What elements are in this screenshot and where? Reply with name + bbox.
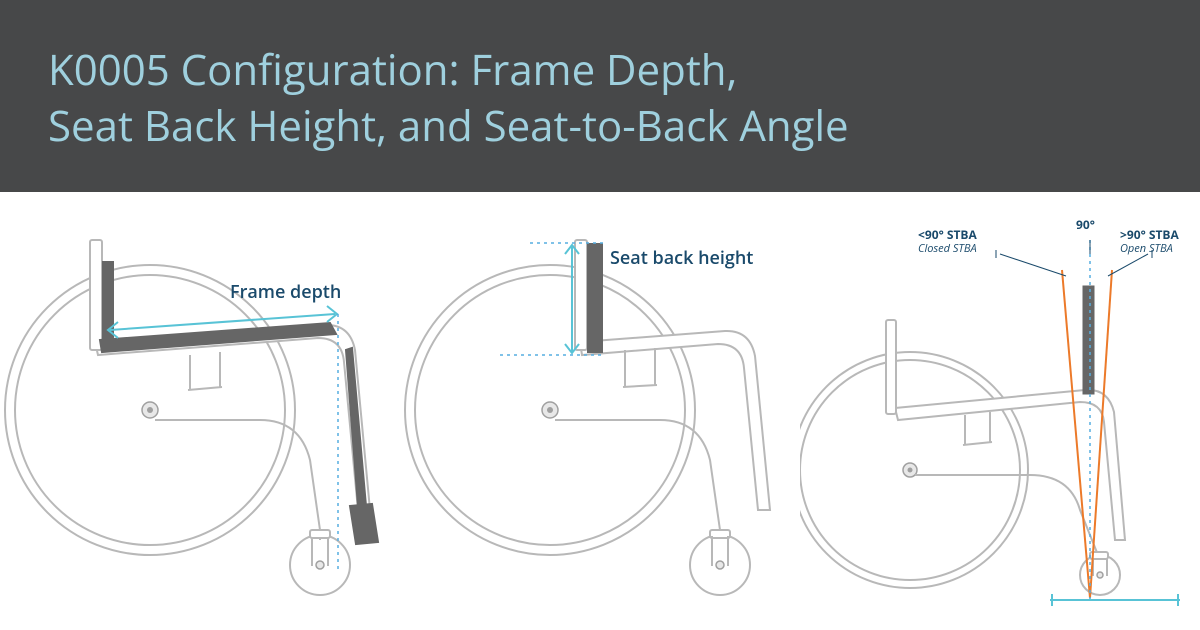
- label-frame-depth: Frame depth: [230, 280, 341, 304]
- panel-seat-back-height: Seat back height: [400, 210, 800, 630]
- open-stba-title: >90° STBA: [1120, 228, 1179, 242]
- panel-frame-depth: Frame depth: [0, 210, 400, 630]
- open-stba-sub: Open STBA: [1120, 242, 1179, 255]
- label-open-stba: >90° STBA Open STBA: [1120, 228, 1179, 255]
- wheelchair-frame-depth: [0, 210, 400, 630]
- title-line1: K0005 Configuration: Frame Depth,: [48, 41, 737, 98]
- closed-stba-title: <90° STBA: [918, 228, 977, 242]
- closed-stba-sub: Closed STBA: [918, 242, 977, 255]
- header-bar: K0005 Configuration: Frame Depth, Seat B…: [0, 0, 1200, 192]
- page-title: K0005 Configuration: Frame Depth, Seat B…: [48, 42, 1152, 154]
- panel-stba: 90° <90° STBA Closed STBA >90° STBA Open…: [800, 210, 1200, 630]
- wheelchair-stba: [800, 210, 1200, 630]
- label-closed-stba: <90° STBA Closed STBA: [918, 228, 977, 255]
- wheelchair-seat-back: [400, 210, 800, 630]
- title-line2: Seat Back Height, and Seat-to-Back Angle: [48, 97, 849, 154]
- label-seat-back-height: Seat back height: [610, 246, 753, 270]
- diagram-area: Frame depth: [0, 210, 1200, 630]
- label-90deg: 90°: [1076, 216, 1095, 233]
